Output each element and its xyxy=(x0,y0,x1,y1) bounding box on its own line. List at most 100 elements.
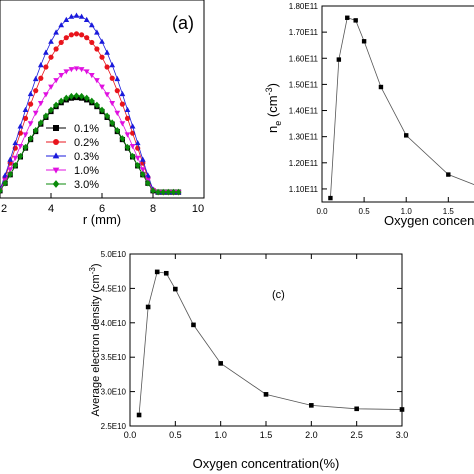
series-line xyxy=(0,15,179,193)
data-point xyxy=(99,38,105,44)
data-point xyxy=(139,156,146,162)
data-point xyxy=(446,172,451,177)
data-point xyxy=(22,115,29,121)
y-tick-label: 1.10E11 xyxy=(289,185,319,194)
data-point xyxy=(7,171,14,178)
data-point xyxy=(22,106,29,112)
data-point xyxy=(7,167,14,173)
data-point xyxy=(109,62,116,68)
y-tick-label: 3.0E10 xyxy=(101,388,127,397)
data-point xyxy=(104,64,110,70)
data-point xyxy=(94,29,100,35)
data-point xyxy=(129,152,136,160)
panel-c-label: (c) xyxy=(272,289,285,301)
legend-label: 0.2% xyxy=(74,137,99,149)
data-point xyxy=(32,75,39,82)
legend-marker xyxy=(53,139,59,145)
x-tick-label: 10 xyxy=(192,203,204,215)
data-point xyxy=(12,155,19,161)
data-point xyxy=(309,403,314,408)
x-tick-label: 1.5 xyxy=(443,207,455,216)
panel-c-marks xyxy=(136,269,405,418)
data-point xyxy=(17,123,24,129)
data-point xyxy=(12,139,19,146)
data-point xyxy=(124,143,131,151)
panel-a-label: (a) xyxy=(172,13,194,33)
data-point xyxy=(58,73,65,79)
data-point xyxy=(68,32,74,38)
data-point xyxy=(68,92,75,100)
series-0.3% xyxy=(0,12,182,195)
data-point xyxy=(79,32,85,38)
data-point xyxy=(32,110,39,116)
data-point xyxy=(109,119,116,127)
legend-label: 0.3% xyxy=(74,151,99,163)
series-line xyxy=(138,271,403,416)
data-point xyxy=(73,12,80,18)
data-point xyxy=(136,412,142,418)
data-point xyxy=(114,126,121,134)
data-point xyxy=(170,188,177,196)
data-point xyxy=(17,143,24,150)
y-tick-label: 2.5E10 xyxy=(101,422,127,431)
data-point xyxy=(63,69,70,75)
data-point xyxy=(58,22,65,28)
data-point xyxy=(63,94,70,102)
data-point xyxy=(354,406,359,412)
data-point xyxy=(37,62,44,68)
data-point xyxy=(22,143,29,151)
data-point xyxy=(83,69,90,75)
data-point xyxy=(119,90,126,97)
data-point xyxy=(139,167,146,173)
data-point xyxy=(12,161,19,169)
data-point xyxy=(114,88,120,94)
data-point xyxy=(104,92,110,98)
data-point xyxy=(53,101,59,109)
panel-a-ticks: 2 4 6 8 10 xyxy=(0,193,205,215)
data-point xyxy=(165,188,172,196)
data-point xyxy=(94,101,100,109)
data-point xyxy=(53,78,59,84)
legend-label: 3.0% xyxy=(74,179,99,191)
y-tick-label: 5.0E10 xyxy=(101,250,127,259)
data-point xyxy=(99,84,105,90)
panel-b: 1.10E11 1.20E11 1.30E11 1.40E11 1.50E11 1.60E… xyxy=(264,2,474,228)
panel-a-legend: 0.1% 0.2% 0.3% 1.0% 3.0% xyxy=(46,123,99,191)
data-point xyxy=(114,110,121,116)
data-point xyxy=(218,361,223,366)
panel-a-xlabel: r (mm) xyxy=(83,212,121,227)
data-point xyxy=(191,322,196,328)
y-tick-label: 1.30E11 xyxy=(289,133,319,142)
x-tick-label: 0.0 xyxy=(124,430,137,440)
legend-label: 1.0% xyxy=(74,165,99,177)
data-point xyxy=(89,39,95,46)
x-tick-label: 4 xyxy=(48,203,54,215)
y-tick-label: 1.70E11 xyxy=(289,28,319,37)
panel-c-ticks: 2.5E10 3.0E10 3.5E10 4.0E10 4.5E10 5.0E10 0.0 0… xyxy=(101,250,409,440)
data-point xyxy=(73,92,80,100)
data-point xyxy=(119,101,125,107)
data-point xyxy=(163,270,169,276)
data-point xyxy=(28,101,34,107)
data-point xyxy=(145,304,151,310)
y-tick-label: 1.20E11 xyxy=(289,159,319,168)
data-point xyxy=(404,133,409,138)
data-point xyxy=(134,155,141,161)
legend-marker xyxy=(53,125,59,131)
data-point xyxy=(73,66,80,72)
data-point xyxy=(58,97,65,105)
data-point xyxy=(43,49,49,55)
data-point xyxy=(78,13,85,19)
y-tick-label: 1.50E11 xyxy=(289,80,319,89)
data-point xyxy=(17,152,24,160)
data-point xyxy=(83,16,90,23)
data-point xyxy=(336,57,342,62)
data-point xyxy=(88,22,95,28)
x-tick-label: 1.5 xyxy=(260,430,273,440)
data-point xyxy=(32,126,39,134)
data-point xyxy=(27,90,34,97)
data-point xyxy=(119,135,126,142)
data-point xyxy=(53,46,59,52)
y-tick-label: 3.5E10 xyxy=(101,353,127,362)
